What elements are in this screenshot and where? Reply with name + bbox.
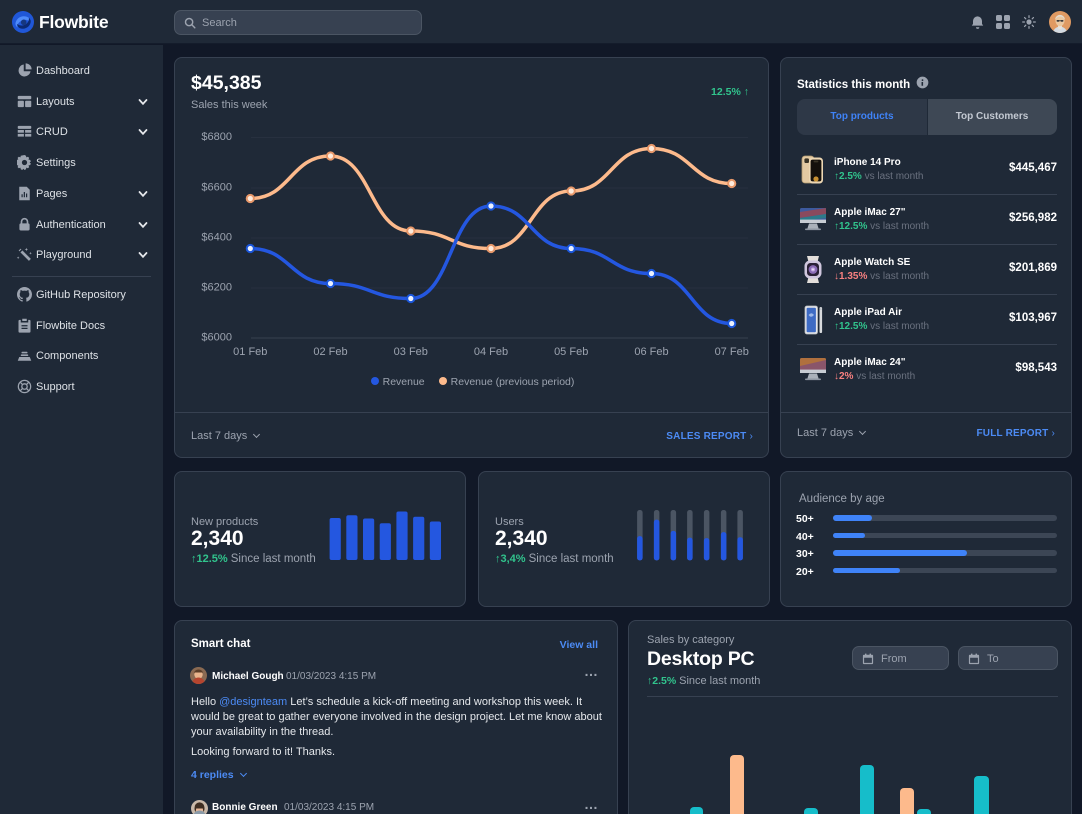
- svg-text:07 Feb: 07 Feb: [715, 346, 749, 358]
- svg-text:03 Feb: 03 Feb: [394, 346, 428, 358]
- svg-text:$6000: $6000: [201, 332, 232, 344]
- svg-text:05 Feb: 05 Feb: [554, 346, 588, 358]
- svg-text:02 Feb: 02 Feb: [313, 346, 347, 358]
- svg-text:$6400: $6400: [201, 232, 232, 244]
- svg-text:06 Feb: 06 Feb: [634, 346, 668, 358]
- svg-text:01 Feb: 01 Feb: [233, 346, 267, 358]
- svg-text:$6200: $6200: [201, 282, 232, 294]
- svg-text:04 Feb: 04 Feb: [474, 346, 508, 358]
- svg-text:$6600: $6600: [201, 182, 232, 194]
- svg-text:$6800: $6800: [201, 131, 232, 143]
